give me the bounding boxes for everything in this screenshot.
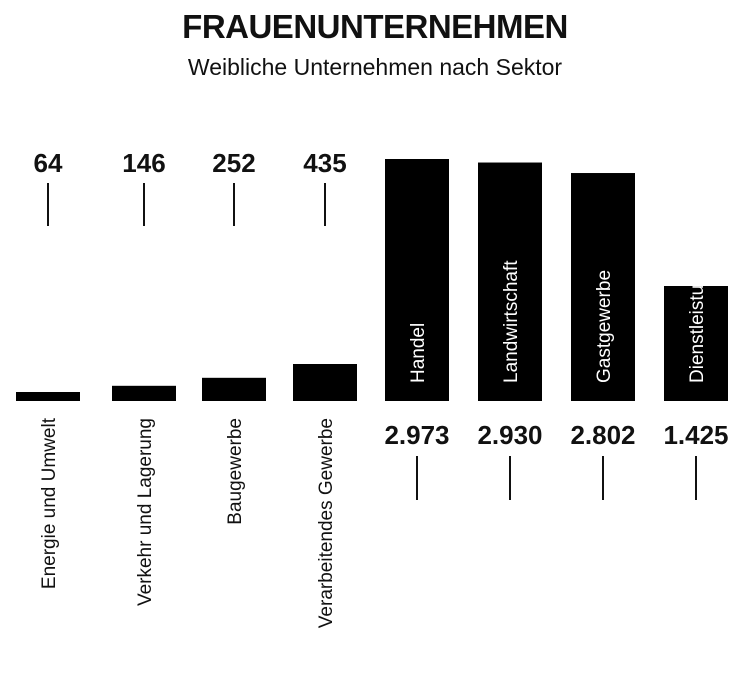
- category-label-energie-und-umwelt: Energie und Umwelt: [39, 417, 60, 589]
- value-label-verkehr-und-lagerung: 146: [122, 148, 165, 178]
- value-label-dienstleistungen: 1.425: [663, 420, 728, 450]
- bar-handel: [385, 159, 449, 401]
- value-label-energie-und-umwelt: 64: [34, 148, 63, 178]
- value-label-landwirtschaft: 2.930: [477, 420, 542, 450]
- bar-baugewerbe: [202, 377, 266, 401]
- bar-dienstleistungen: [664, 286, 728, 401]
- value-label-verarbeitendes-gewerbe: 435: [303, 148, 346, 178]
- bar-landwirtschaft: [478, 162, 542, 401]
- chart-subtitle: Weibliche Unternehmen nach Sektor: [187, 54, 563, 80]
- bar-gastgewerbe: [571, 173, 635, 401]
- chart-title: FRAUENUNTERNEHMEN: [182, 8, 568, 45]
- bar-energie-und-umwelt: [16, 392, 80, 401]
- category-label-verarbeitendes-gewerbe: Verarbeitendes Gewerbe: [316, 418, 337, 628]
- category-label-handel: Handel: [408, 323, 429, 383]
- category-label-baugewerbe: Baugewerbe: [225, 418, 246, 525]
- bar-verkehr-und-lagerung: [112, 385, 176, 401]
- value-label-gastgewerbe: 2.802: [570, 420, 635, 450]
- category-label-verkehr-und-lagerung: Verkehr und Lagerung: [135, 418, 156, 606]
- category-label-dienstleistungen: Dienstleistungen: [687, 243, 708, 383]
- value-label-baugewerbe: 252: [212, 148, 255, 178]
- bar-verarbeitendes-gewerbe: [293, 364, 357, 401]
- category-label-gastgewerbe: Gastgewerbe: [594, 270, 615, 383]
- value-label-handel: 2.973: [384, 420, 449, 450]
- category-label-landwirtschaft: Landwirtschaft: [501, 260, 522, 383]
